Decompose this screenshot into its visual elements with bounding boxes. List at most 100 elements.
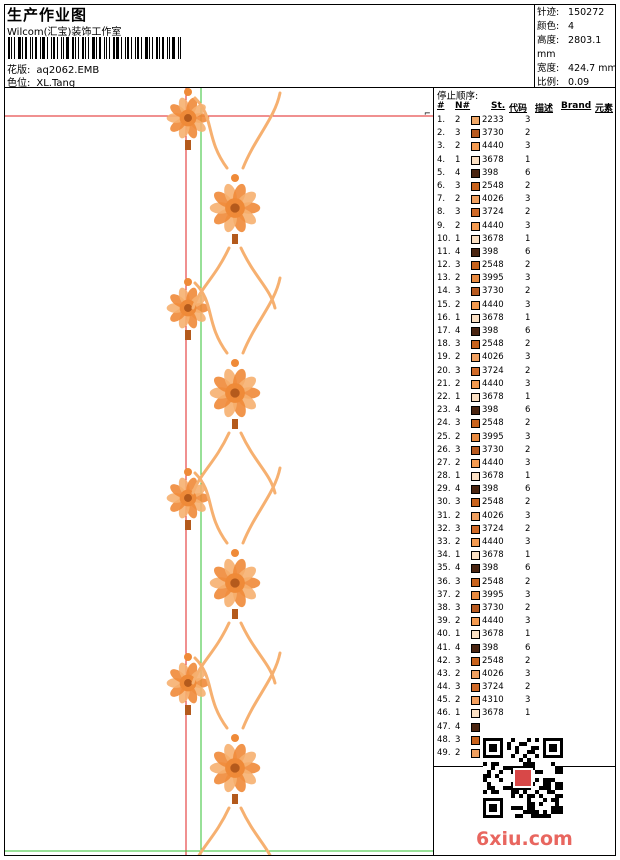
tendril-upper-left	[193, 656, 229, 730]
flower-core	[230, 388, 240, 398]
color-swatch	[471, 590, 480, 600]
row-thread-code: 398	[482, 563, 499, 574]
row-thread-code: 4440	[482, 457, 504, 468]
row-stitch-type: 2	[525, 260, 531, 271]
barcode-bar	[109, 37, 110, 59]
row-thread-code: 398	[482, 246, 499, 257]
qr-module	[551, 762, 555, 766]
qr-module	[539, 802, 543, 806]
row-thread-code: 2233	[482, 115, 504, 125]
motif-small-flower	[166, 653, 210, 715]
row-thread-code: 3678	[482, 708, 504, 719]
tendril-upper-left	[193, 471, 229, 545]
row-stitch-type: 2	[525, 128, 531, 139]
tendril-lower-right	[239, 621, 277, 685]
row-stitch-type: 2	[525, 523, 531, 534]
barcode-bar	[61, 37, 62, 59]
row-color-index: 3	[455, 339, 461, 350]
barcode-bar	[14, 37, 15, 59]
row-color-index: 1	[455, 550, 461, 561]
row-number: 4.	[437, 154, 446, 165]
row-number: 37.	[437, 589, 451, 600]
color-swatch	[471, 142, 480, 152]
barcode-bar	[8, 37, 10, 59]
row-color-index: 2	[455, 194, 461, 205]
qr-module	[499, 770, 503, 774]
row-number: 43.	[437, 668, 451, 679]
color-swatch	[471, 683, 480, 693]
row-thread-code: 4440	[482, 141, 504, 152]
row-thread-code: 2548	[482, 260, 504, 271]
color-swatch	[471, 603, 480, 613]
barcode-bar	[42, 37, 45, 59]
barcode-bar	[78, 37, 79, 59]
qr-module	[519, 758, 523, 762]
row-number: 10.	[437, 233, 451, 244]
tendril-upper-right	[241, 91, 282, 170]
row-stitch-type: 6	[525, 563, 531, 574]
row-stitch-type: 3	[525, 194, 531, 205]
row-stitch-type: 2	[525, 576, 531, 587]
row-thread-code: 3678	[482, 550, 504, 561]
color-swatch	[471, 379, 480, 389]
row-thread-code: 4026	[482, 668, 504, 679]
qr-module	[535, 754, 539, 758]
qr-module	[527, 750, 531, 754]
row-stitch-type: 2	[525, 180, 531, 191]
color-swatch	[471, 445, 480, 455]
flower-stem	[185, 705, 191, 715]
qr-module	[555, 766, 559, 770]
qr-module	[543, 782, 547, 786]
row-color-index: 3	[455, 286, 461, 297]
barcode-bar	[82, 37, 84, 59]
design-file-row: 花版: aq2062.EMB	[7, 61, 99, 76]
stat-height: 高度: 2803.1 mm	[537, 35, 602, 60]
stat-colors: 颜色: 4	[537, 21, 575, 32]
flower-bud	[231, 174, 239, 182]
qr-module	[559, 794, 563, 798]
color-swatch	[471, 432, 480, 442]
row-thread-code: 398	[482, 642, 499, 653]
col-header-st: St.	[491, 101, 506, 111]
tendril-lower-left	[191, 621, 231, 685]
row-color-index: 3	[455, 128, 461, 139]
qr-module	[543, 798, 547, 802]
qr-module	[539, 814, 543, 818]
row-color-index: 4	[455, 721, 461, 732]
row-color-index: 1	[455, 391, 461, 402]
qr-module	[511, 794, 515, 798]
color-swatch	[471, 300, 480, 310]
row-number: 48.	[437, 734, 451, 745]
row-color-index: 2	[455, 748, 461, 758]
barcode-bar	[47, 37, 48, 59]
qr-module	[555, 806, 559, 810]
motif-group	[166, 88, 282, 855]
row-color-index: 3	[455, 576, 461, 587]
row-stitch-type: 3	[525, 668, 531, 679]
color-swatch	[471, 234, 480, 244]
row-stitch-type: 1	[525, 550, 531, 561]
qr-module	[535, 814, 539, 818]
row-thread-code: 3730	[482, 128, 504, 139]
barcode-bar	[149, 37, 150, 59]
flower-core	[184, 114, 192, 122]
row-thread-code: 3678	[482, 391, 504, 402]
row-color-index: 2	[455, 299, 461, 310]
qr-module	[523, 790, 527, 794]
barcode-bar	[135, 37, 136, 59]
qr-module	[491, 786, 495, 790]
row-color-index: 4	[455, 484, 461, 495]
qr-module	[559, 806, 563, 810]
row-stitch-type: 6	[525, 167, 531, 178]
row-color-index: 2	[455, 668, 461, 679]
row-thread-code: 3678	[482, 312, 504, 323]
color-swatch	[471, 406, 480, 416]
row-color-index: 1	[455, 312, 461, 323]
row-thread-code: 3678	[482, 471, 504, 482]
row-number: 2.	[437, 128, 446, 139]
color-swatch	[471, 181, 480, 191]
tendril-lower-left	[191, 431, 231, 495]
qr-module	[487, 786, 491, 790]
row-thread-code: 3995	[482, 431, 504, 442]
row-thread-code: 3724	[482, 365, 504, 376]
